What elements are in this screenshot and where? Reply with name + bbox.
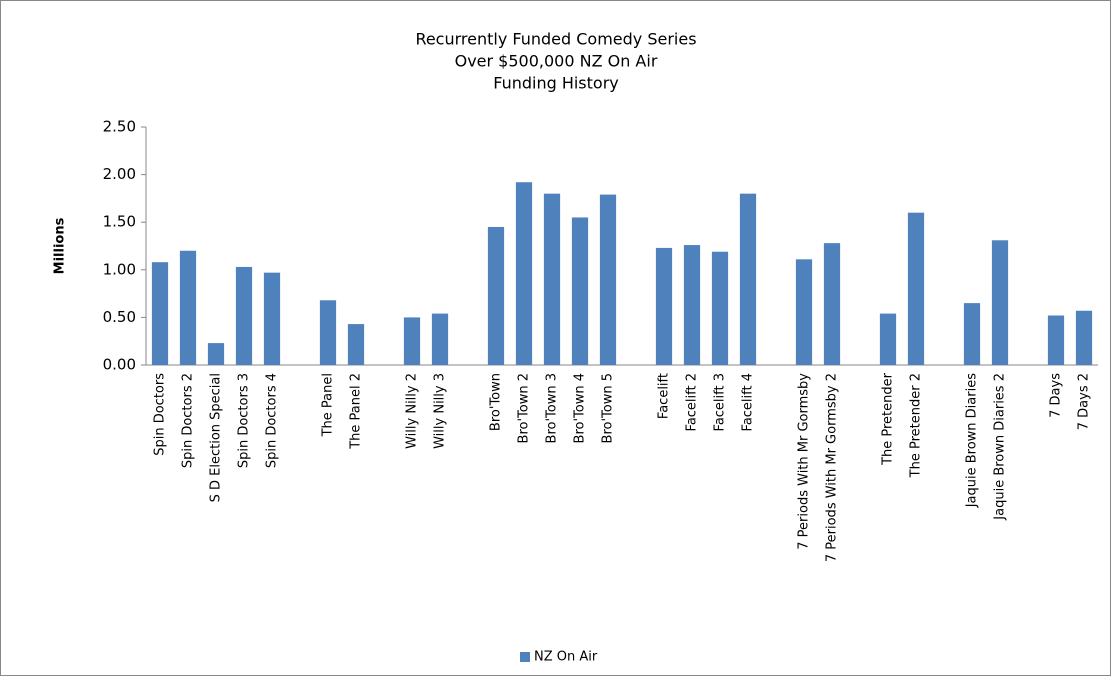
bar [683,245,701,365]
bar [487,226,505,365]
x-tick-label: Facelift 4 [741,373,756,431]
x-tick-label: Facelift 3 [713,373,728,431]
x-tick-label: Spin Doctors 4 [265,373,280,468]
x-tick-label: 7 Days [1049,373,1064,418]
x-tick-label: Bro'Town [489,373,504,431]
x-tick-label: The Pretender [881,372,896,466]
bar [263,272,281,365]
bar [319,300,337,365]
x-tick-label: 7 Periods With Mr Gormsby [797,373,812,550]
y-tick-label: 2.50 [103,118,136,136]
bar [1047,315,1065,365]
x-tick-label: Willy Nilly 3 [433,373,448,449]
y-axis-label: Millions [53,217,68,274]
bar [431,313,449,365]
bar [907,212,925,365]
bar [879,313,897,365]
y-tick-label: 1.50 [103,213,136,231]
x-tick-label: Bro'Town 4 [573,373,588,443]
chart-title: Recurrently Funded Comedy Series [415,30,696,49]
bar [207,343,225,365]
bar [543,193,561,365]
x-tick-label: Willy Nilly 2 [405,373,420,449]
x-tick-label: 7 Days 2 [1077,373,1092,430]
bar [403,317,421,365]
chart-title: Funding History [493,74,619,93]
x-tick-label: 7 Periods With Mr Gormsby 2 [825,373,840,562]
bar [655,247,673,365]
bar [571,217,589,365]
y-tick-label: 2.00 [103,165,136,183]
bar [151,262,169,365]
x-tick-label: Jaquie Brown Diaries 2 [993,373,1008,521]
bar [599,194,617,365]
bar [739,193,757,365]
y-tick-label: 0.00 [103,356,136,374]
bar [795,259,813,365]
legend-swatch [520,652,530,662]
bar [235,266,253,365]
bar [823,243,841,365]
x-tick-label: Facelift 2 [685,373,700,431]
bar [347,324,365,365]
bar [711,251,729,365]
x-tick-label: The Panel [321,373,336,437]
x-tick-label: The Pretender 2 [909,373,924,478]
x-tick-label: Spin Doctors [153,373,168,456]
bar [1075,310,1093,365]
x-tick-label: Jaquie Brown Diaries [965,373,980,509]
y-tick-label: 0.50 [103,308,136,326]
bar [179,250,197,365]
x-tick-label: S D Election Special [209,373,224,502]
x-tick-label: Bro'Town 5 [601,373,616,443]
x-tick-label: Bro'Town 2 [517,373,532,443]
x-tick-label: Bro'Town 3 [545,373,560,443]
x-tick-label: The Panel 2 [349,373,364,450]
legend-label: NZ On Air [534,650,598,665]
y-tick-label: 1.00 [103,260,136,278]
x-tick-label: Facelift [657,373,672,419]
bar [515,182,533,365]
bar [963,303,981,365]
x-tick-label: Spin Doctors 2 [181,373,196,468]
chart-title: Over $500,000 NZ On Air [455,52,658,71]
x-tick-label: Spin Doctors 3 [237,373,252,468]
bar [991,240,1009,365]
